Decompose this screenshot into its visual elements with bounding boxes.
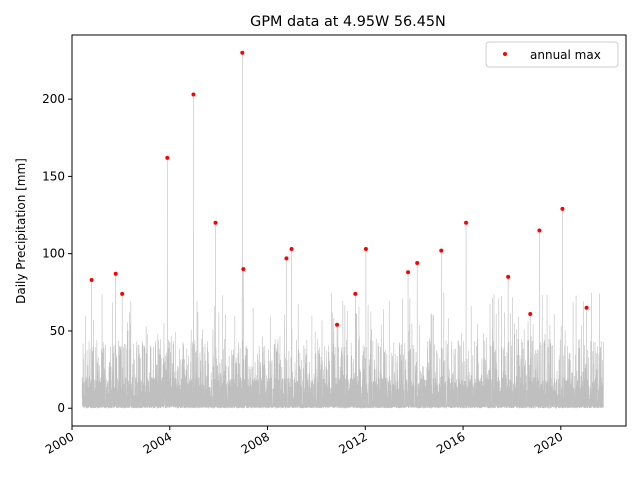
y-tick-label: 150 — [42, 169, 65, 183]
annual-max-point — [537, 228, 542, 233]
annual-max-point — [584, 305, 589, 310]
annual-max-point — [241, 267, 246, 272]
annual-max-point — [353, 291, 358, 296]
annual-max-point — [284, 256, 289, 261]
annual-max-point — [528, 311, 533, 316]
chart-title: GPM data at 4.95W 56.45N — [250, 14, 446, 30]
annual-max-point — [165, 155, 170, 160]
annual-max-point — [406, 270, 411, 275]
annual-max-point — [120, 291, 125, 296]
annual-max-point — [560, 206, 565, 211]
legend-label-annual-max: annual max — [530, 48, 601, 62]
annual-max-point — [113, 271, 118, 276]
daily-precipitation-line — [81, 52, 604, 410]
legend: annual max — [485, 41, 619, 68]
annual-max-point — [363, 247, 368, 252]
annual-max-point — [335, 322, 340, 327]
annual-max-point — [464, 220, 469, 225]
annual-max-point — [213, 220, 218, 225]
annual-max-point — [240, 50, 245, 55]
annual-max-point — [415, 260, 420, 265]
y-tick-label: 200 — [42, 92, 65, 106]
y-axis-label: Daily Precipitation [mm] — [14, 158, 28, 304]
annual-max-point — [191, 92, 196, 97]
annual-max-point — [506, 274, 511, 279]
legend-marker — [503, 52, 507, 56]
annual-max-point — [89, 277, 94, 282]
y-tick-label: 0 — [57, 401, 65, 415]
legend-box — [485, 41, 619, 68]
annual-max-point — [439, 248, 444, 253]
plot-frame — [71, 34, 627, 427]
annual-max-point — [289, 247, 294, 252]
y-tick-label: 50 — [50, 324, 65, 338]
plot-area — [81, 50, 604, 410]
y-tick-label: 100 — [42, 247, 65, 261]
